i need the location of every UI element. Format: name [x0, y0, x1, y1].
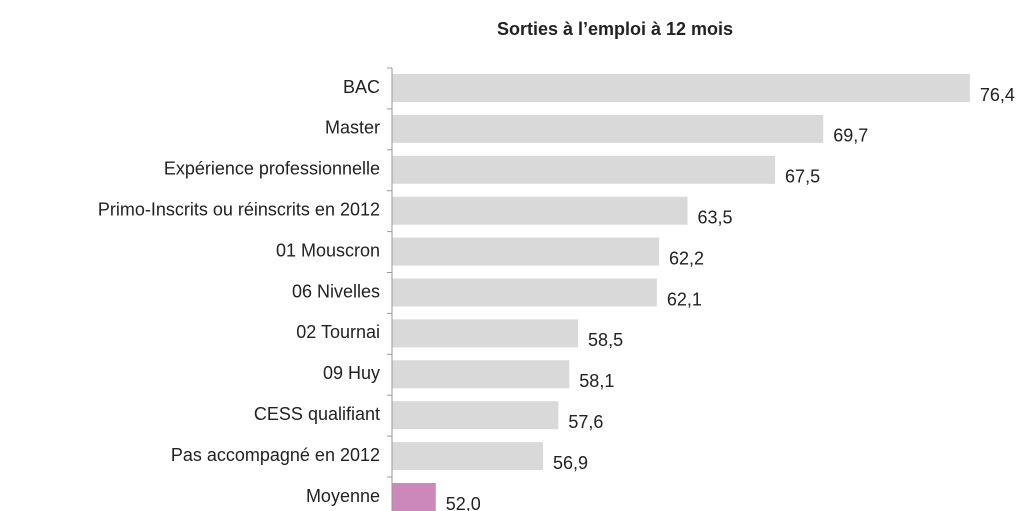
value-label: 69,7: [833, 126, 868, 146]
value-label: 57,6: [568, 412, 603, 432]
value-label: 62,1: [667, 289, 702, 309]
chart-title: Sorties à l’emploi à 12 mois: [497, 19, 733, 39]
y-tick-label: 02 Tournai: [296, 322, 380, 342]
bar: [392, 74, 970, 102]
y-tick-label: BAC: [343, 77, 380, 97]
bar: [392, 196, 688, 225]
bar: [392, 319, 579, 348]
y-tick-label: Expérience professionnelle: [164, 159, 380, 179]
y-tick-label: 09 Huy: [323, 363, 380, 383]
bar: [392, 114, 824, 143]
bar: [392, 442, 544, 471]
value-label: 76,4: [980, 85, 1015, 105]
value-label: 52,0: [446, 494, 481, 511]
y-tick-label: 06 Nivelles: [292, 281, 380, 301]
y-tick-label: Pas accompagné en 2012: [171, 445, 380, 465]
y-tick-label: CESS qualifiant: [254, 404, 380, 424]
value-label: 62,2: [669, 248, 704, 268]
bar: [392, 237, 660, 266]
value-label: 63,5: [698, 207, 733, 227]
y-tick-label: Master: [325, 118, 380, 138]
value-label: 67,5: [785, 167, 820, 187]
bar: [392, 401, 559, 430]
value-label: 56,9: [553, 453, 588, 473]
bar: [392, 483, 436, 511]
bar: [392, 360, 570, 389]
y-tick-label: 01 Mouscron: [276, 240, 380, 260]
value-label: 58,5: [588, 330, 623, 350]
bar: [392, 155, 776, 184]
y-tick-label: Primo-Inscrits ou réinscrits en 2012: [98, 199, 380, 219]
bar: [392, 278, 657, 307]
value-label: 58,1: [579, 371, 614, 391]
y-tick-label: Moyenne: [306, 486, 380, 506]
